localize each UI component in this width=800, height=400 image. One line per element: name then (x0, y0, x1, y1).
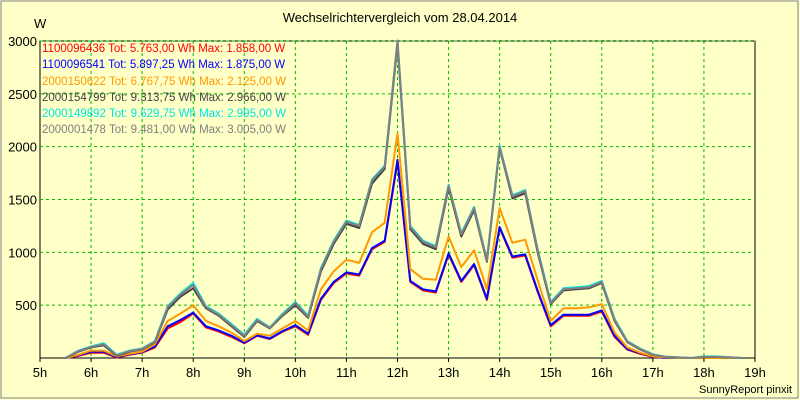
y-tick-label: 500 (15, 298, 37, 313)
x-tick-label: 9h (237, 365, 251, 380)
legend-entry-5: 2000149892 Tot: 9.629,75 Wh Max: 2.995,0… (42, 108, 287, 121)
legend-entry-4: 2000154799 Tot: 9.313,75 Wh Max: 2.966,0… (42, 91, 287, 104)
y-tick-label: 1500 (8, 193, 37, 208)
x-tick-label: 17h (642, 365, 664, 380)
legend-entry-3: 2000150622 Tot: 6.767,75 Wh Max: 2.125,0… (42, 75, 287, 88)
y-axis-ticks: 500 1000 1500 2000 2500 3000 (8, 34, 37, 313)
x-tick-label: 15h (540, 365, 562, 380)
x-tick-label: 5h (33, 365, 47, 380)
series-line-6 (65, 39, 743, 359)
legend: 1100096436 Tot: 5.763,00 Wh Max: 1.858,0… (42, 41, 286, 139)
series-lines (64, 39, 743, 359)
x-tick-label: 12h (387, 365, 409, 380)
x-tick-label: 14h (489, 365, 511, 380)
series-line-2 (65, 158, 743, 359)
x-tick-label: 19h (744, 365, 766, 380)
footer-credit: SunnyReport pinxit (699, 384, 792, 396)
x-tick-label: 16h (591, 365, 613, 380)
x-tick-label: 7h (135, 365, 149, 380)
y-tick-label: 2000 (8, 140, 37, 155)
series-line-3 (65, 132, 743, 359)
legend-entry-6: 2000001478 Tot: 9.481,00 Wh Max: 3.005,0… (42, 124, 287, 137)
legend-entry-1: 1100096436 Tot: 5.763,00 Wh Max: 1.858,0… (42, 43, 286, 55)
x-tick-label: 10h (285, 365, 307, 380)
x-tick-label: 13h (438, 365, 460, 380)
x-tick-label: 11h (336, 365, 357, 380)
x-tick-label: 18h (693, 365, 715, 380)
grid-lines (40, 40, 755, 358)
legend-entry-2: 1100096541 Tot: 5.897,25 Wh Max: 1.875,0… (42, 59, 286, 72)
y-tick-label: 1000 (8, 245, 37, 260)
x-tick-label: 8h (186, 365, 200, 380)
x-tick-label: 6h (84, 365, 98, 380)
chart-title: Wechselrichtervergleich vom 28.04.2014 (282, 10, 518, 25)
x-axis-ticks: 5h 6h 7h 8h 9h 10h 11h 12h 13h 14h 15h 16h 17h 18h 19h (33, 358, 766, 380)
y-tick-label: 2500 (8, 87, 37, 102)
y-axis-unit: W (34, 16, 47, 31)
y-tick-label: 3000 (8, 34, 37, 49)
